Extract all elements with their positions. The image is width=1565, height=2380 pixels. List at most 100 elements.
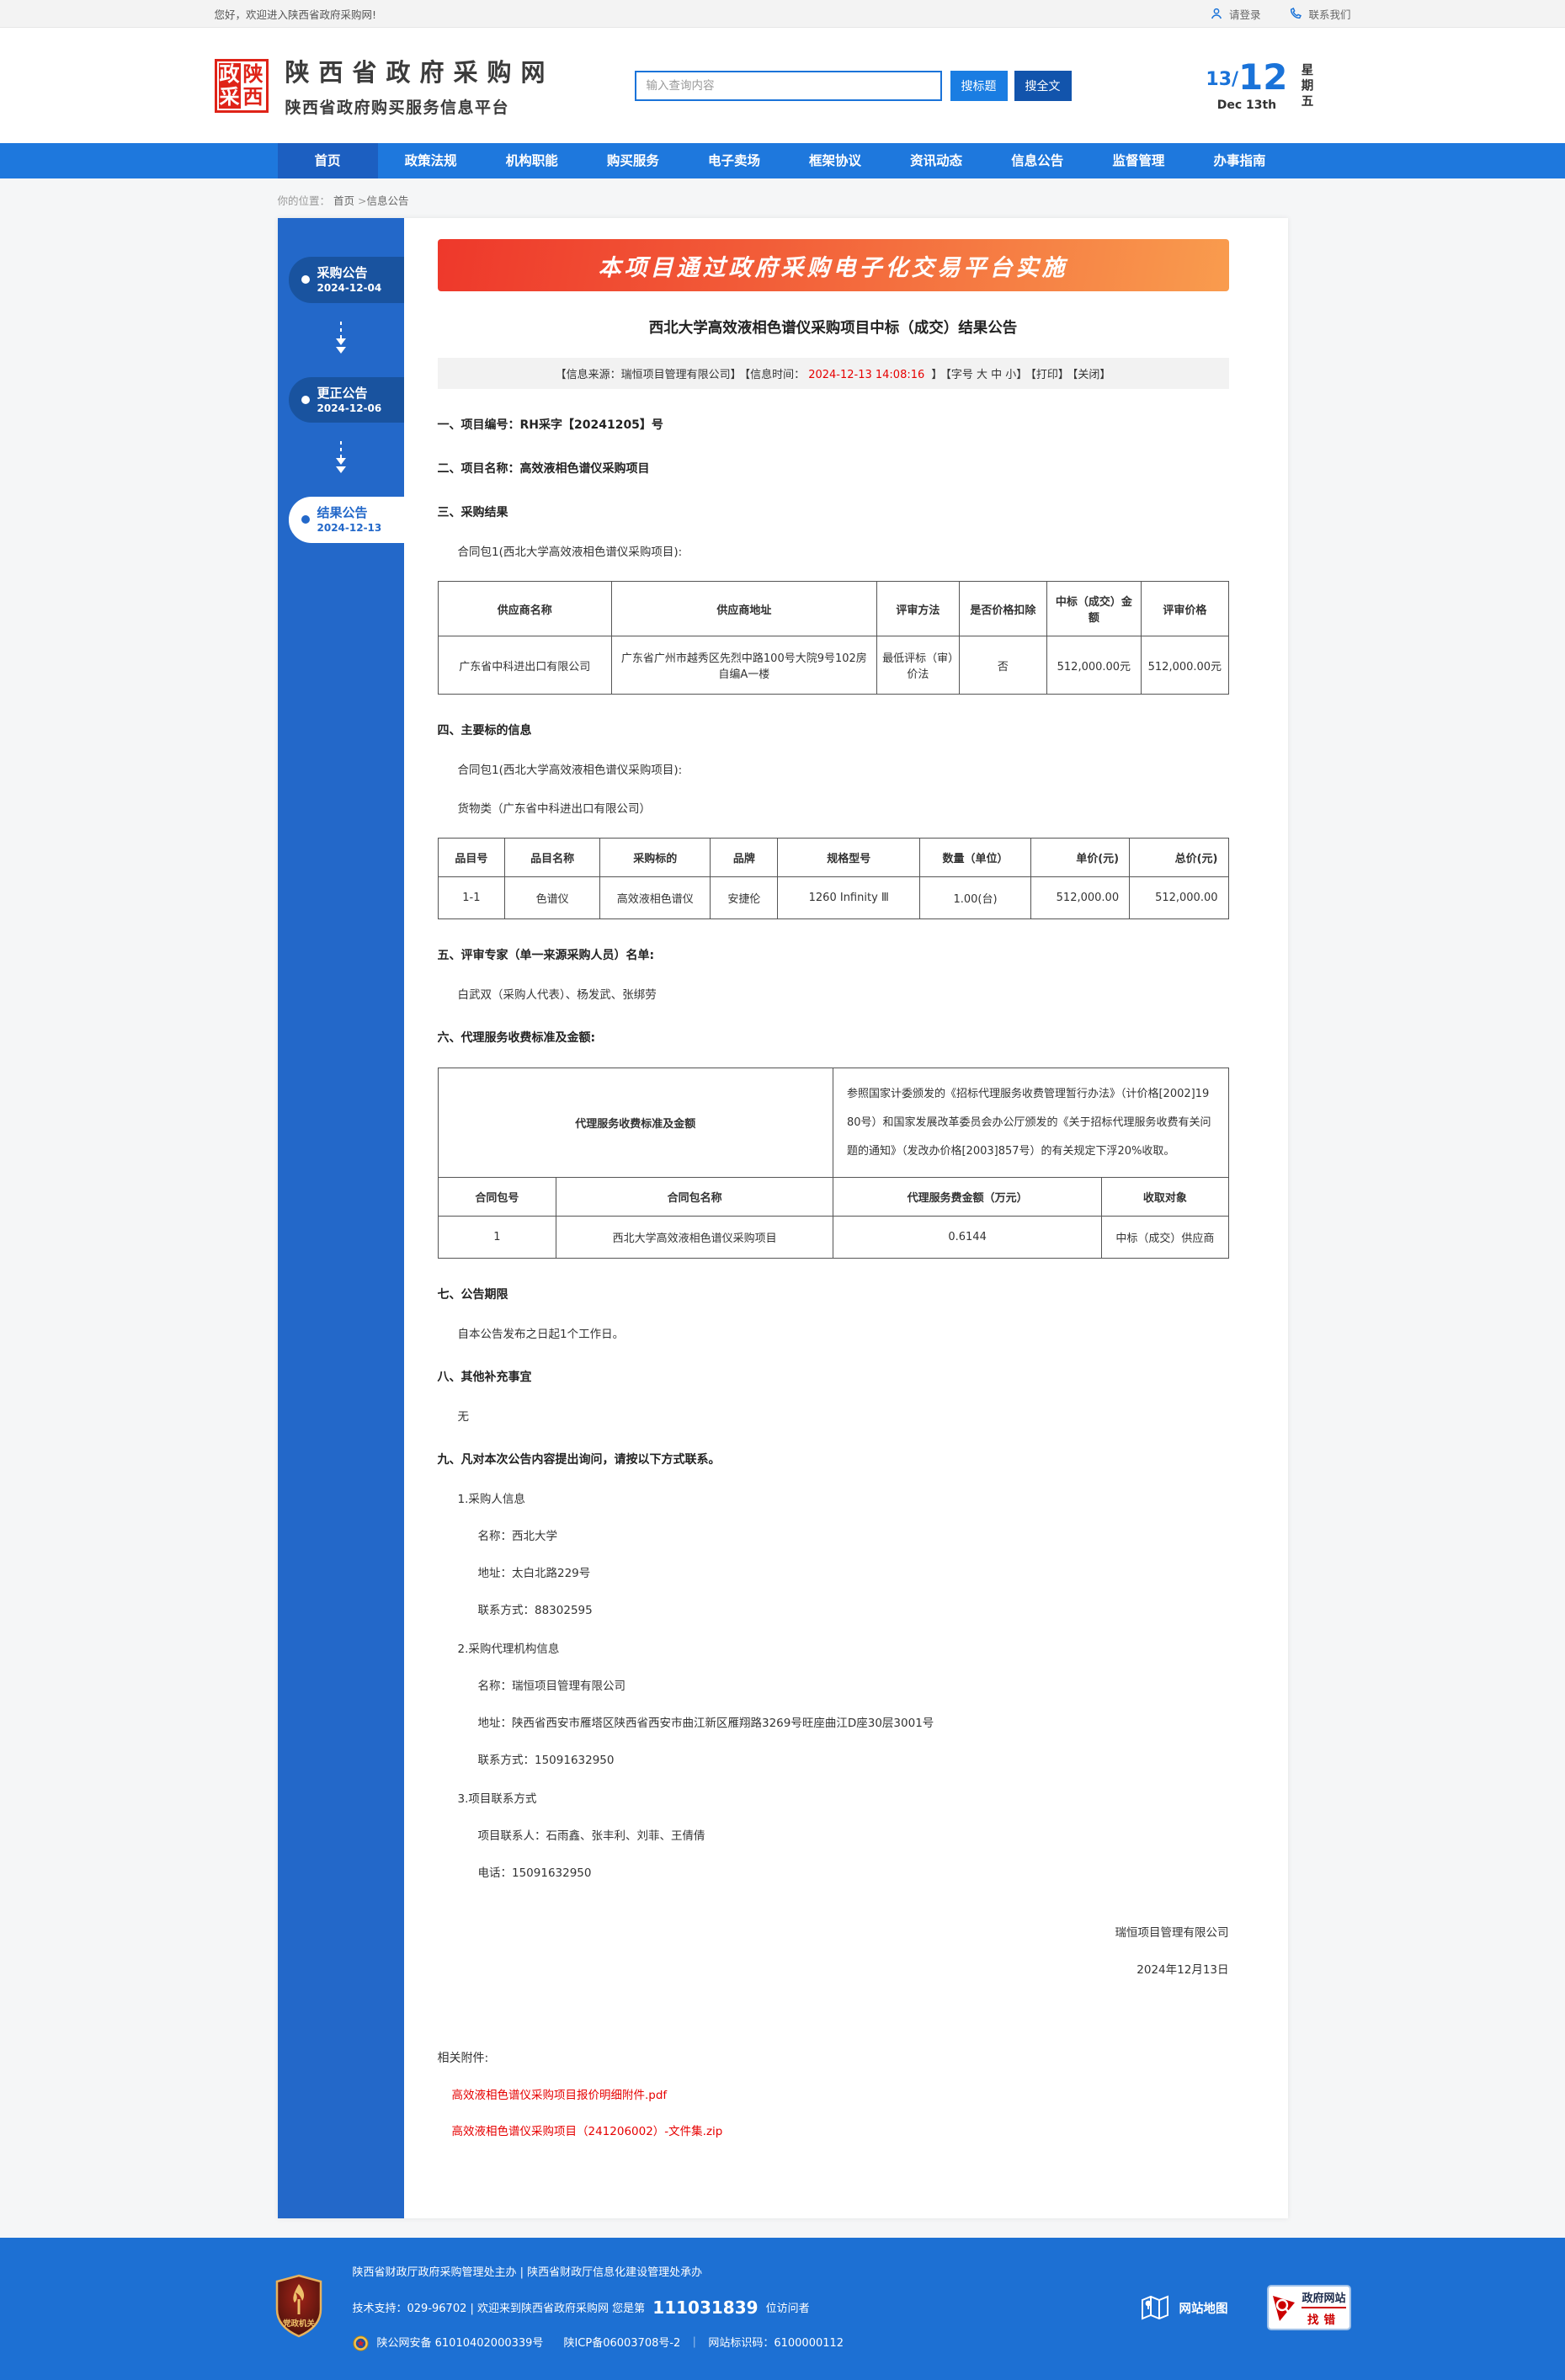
footer-sponsor-line: 陕西省财政厅政府采购管理处主办 | 陕西省财政厅信息化建设管理处承办 <box>352 2266 703 2279</box>
section-project-name: 二、项目名称：高效液相色谱仪采购项目 <box>437 462 650 476</box>
date-english: Dec 13th <box>1216 98 1277 112</box>
content-wrapper: 采购公告 2024-12-04 更正公告 2024-12-06 结果公告 2024-12-… <box>277 218 1288 2218</box>
site-code: 网站标识码：6100000112 <box>708 2336 844 2350</box>
timeline-step-text: 结果公告 2024-12-13 <box>317 504 382 535</box>
table-cell: 高效液相色谱仪 <box>599 876 711 919</box>
timeline-step-text: 更正公告 2024-12-06 <box>317 385 382 416</box>
section-experts-heading: 五、评审专家（单一来源采购人员）名单: <box>437 949 655 962</box>
column-header: 采购标的 <box>599 838 711 877</box>
table-cell: 0.6144 <box>832 1216 1103 1259</box>
footer-separator: ｜ <box>689 2336 700 2350</box>
timeline-step-更正公告[interactable]: 更正公告 2024-12-06 <box>288 376 404 423</box>
search-title-button[interactable]: 搜标题 <box>950 70 1008 101</box>
timeline-arrow-icon <box>335 441 347 478</box>
column-header: 代理服务费金额（万元） <box>832 1177 1103 1217</box>
agency-fee-standard-label: 代理服务收费标准及金额 <box>437 1067 833 1179</box>
meta-info: 2024-12-13 14:08:16 <box>808 369 925 381</box>
column-header: 中标（成交）金额 <box>1046 581 1142 636</box>
column-header: 品牌 <box>710 838 779 877</box>
table-header-row: 供应商名称 供应商地址 评审方法 是否价格扣除 中标（成交）金额 评审价格 <box>437 581 1229 636</box>
timeline-dot-icon <box>301 515 310 524</box>
error-report-title: 政府网站 <box>1302 2289 1346 2308</box>
other-body: 无 <box>457 1410 470 1424</box>
site-subtitle: 陕西省政府购买服务信息平台 <box>285 99 510 117</box>
table-cell: 512,000.00 <box>1030 876 1131 919</box>
agency-fee-standard-text: 参照国家计委颁发的《招标代理服务收费管理暂行办法》（计价格[2002]1980号… <box>832 1067 1229 1179</box>
table-row: 代理服务收费标准及金额 参照国家计委颁发的《招标代理服务收费管理暂行办法》（计价格… <box>437 1067 1229 1179</box>
contact-us-link[interactable]: 联系我们 <box>1289 6 1351 22</box>
footer-support-text: 技术支持：029-96702 | 欢迎来到陕西省政府采购网 您是第 <box>352 2302 646 2315</box>
table-header-row: 品目号 品目名称 采购标的 品牌 规格型号 数量（单位） 单价(元) 总价(元) <box>437 838 1229 877</box>
breadcrumb-current-link[interactable]: 信息公告 <box>366 194 409 207</box>
search-input[interactable] <box>634 70 942 101</box>
breadcrumb: 你的位置： 首页 >信息公告 <box>278 178 1288 218</box>
attachment-link[interactable]: 高效液相色谱仪采购项目（241206002）-文件集.zip <box>451 2124 723 2138</box>
contact-group-title: 3.项目联系方式 <box>457 1792 537 1807</box>
login-link[interactable]: 请登录 <box>1210 6 1260 22</box>
contact-line: 名称：瑞恒项目管理有限公司 <box>477 1680 626 1694</box>
date-month: 12 <box>1238 56 1288 98</box>
table-cell: 西北大学高效液相色谱仪采购项目 <box>556 1216 833 1259</box>
table-cell: 最低评标（审）价法 <box>876 636 961 695</box>
nav-item-框架协议[interactable]: 框架协议 <box>809 153 862 168</box>
contact-us-label: 联系我们 <box>1308 8 1351 21</box>
column-header: 供应商名称 <box>437 581 613 636</box>
table-cell: 广东省广州市越秀区先烈中路100号大院9号102房自编A一楼 <box>611 636 877 695</box>
breadcrumb-separator: > <box>354 194 367 207</box>
section-result-heading: 三、采购结果 <box>437 506 508 519</box>
timeline-step-date: 2024-12-04 <box>317 282 382 294</box>
column-header: 规格型号 <box>777 838 921 877</box>
eprocurement-banner[interactable]: 本项目通过政府采购电子化交易平台实施 <box>437 239 1229 291</box>
map-icon <box>1141 2294 1169 2321</box>
svg-text:党政机关: 党政机关 <box>282 2319 315 2329</box>
nav-item-资讯动态[interactable]: 资讯动态 <box>910 153 963 168</box>
site-header: 政 采 陕 西 陕西省政府采购网 陕西省政府购买服务信息平台 搜标题 搜全文 1… <box>0 28 1565 143</box>
nav-item-办事指南[interactable]: 办事指南 <box>1213 153 1266 168</box>
icp-link[interactable]: 陕ICP备06003708号-2 <box>563 2336 681 2350</box>
timeline-step-结果公告[interactable]: 结果公告 2024-12-13 <box>288 497 404 543</box>
top-utility-bar: 您好，欢迎进入陕西省政府采购网! 请登录 联系我们 <box>0 0 1565 28</box>
contact-line: 项目联系人：石雨鑫、张丰利、刘菲、王倩倩 <box>477 1829 705 1844</box>
attachments-block: 相关附件: 高效液相色谱仪采购项目报价明细附件.pdf 高效液相色谱仪采购项目（2… <box>438 2049 1229 2138</box>
contact-line: 联系方式：88302595 <box>477 1604 593 1618</box>
package-line: 合同包1(西北大学高效液相色谱仪采购项目): <box>457 546 683 559</box>
column-header: 供应商地址 <box>611 581 877 636</box>
timeline-step-采购公告[interactable]: 采购公告 2024-12-04 <box>288 257 404 303</box>
date-day: 13/ <box>1206 68 1239 90</box>
experts-list: 白武双（采购人代表）、杨发武、张绑劳 <box>457 988 657 1002</box>
sitemap-link[interactable]: 网站地图 <box>1141 2294 1228 2321</box>
column-header: 评审方法 <box>876 581 961 636</box>
phone-icon <box>1289 7 1302 20</box>
seal-char: 政 <box>219 62 240 86</box>
timeline-dot-icon <box>301 395 310 404</box>
supplier-result-table: 供应商名称 供应商地址 评审方法 是否价格扣除 中标（成交）金额 评审价格 广东省中科进出口… <box>437 581 1229 695</box>
seal-char: 采 <box>219 85 240 109</box>
site-logo-seal[interactable]: 政 采 陕 西 <box>214 58 269 113</box>
nav-item-机构职能[interactable]: 机构职能 <box>505 153 558 168</box>
contact-group-title: 1.采购人信息 <box>457 1493 525 1507</box>
meta-info: 】 <box>928 369 943 381</box>
police-badge-icon <box>352 2335 369 2351</box>
attachment-link[interactable]: 高效液相色谱仪采购项目报价明细附件.pdf <box>451 2088 668 2102</box>
table-row: 广东省中科进出口有限公司 广东省广州市越秀区先烈中路100号大院9号102房自编A… <box>437 636 1229 695</box>
seal-char: 西 <box>242 85 263 109</box>
meta-action[interactable]: 【打印】 <box>1030 369 1069 381</box>
meta-action[interactable]: 【关闭】 <box>1072 369 1111 381</box>
search-fulltext-button[interactable]: 搜全文 <box>1014 70 1072 101</box>
beian-link[interactable]: 陕公网安备 61010402000339号 <box>376 2336 544 2350</box>
nav-item-信息公告[interactable]: 信息公告 <box>1011 153 1064 168</box>
nav-item-首页[interactable]: 首页 <box>277 143 378 178</box>
nav-item-电子卖场[interactable]: 电子卖场 <box>707 153 760 168</box>
nav-item-政策法规[interactable]: 政策法规 <box>404 153 457 168</box>
nav-item-监督管理[interactable]: 监督管理 <box>1112 153 1165 168</box>
signature-agency: 瑞恒项目管理有限公司 <box>1115 1926 1229 1941</box>
error-report-badge[interactable]: 政府网站 找错 <box>1266 2285 1351 2331</box>
meta-action[interactable]: 【字号 大 中 小】 <box>945 369 1028 381</box>
nav-item-购买服务[interactable]: 购买服务 <box>606 153 659 168</box>
breadcrumb-home-link[interactable]: 首页 <box>333 194 355 207</box>
column-header: 收取对象 <box>1101 1177 1229 1217</box>
contact-line: 电话：15091632950 <box>477 1866 592 1881</box>
sitemap-label: 网站地图 <box>1179 2302 1228 2316</box>
column-header: 单价(元) <box>1030 838 1131 877</box>
seal-char: 陕 <box>242 62 263 86</box>
